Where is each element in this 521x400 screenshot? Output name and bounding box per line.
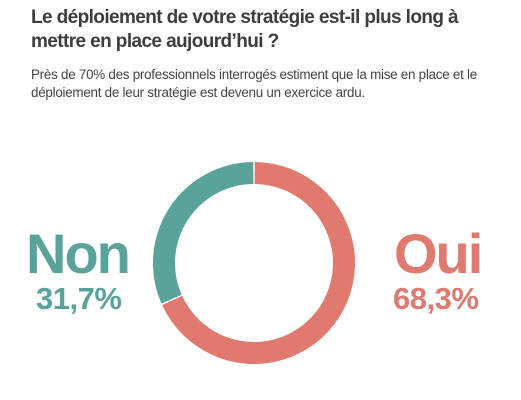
chart-subtitle: Près de 70% des professionnels interrogé… xyxy=(31,67,477,100)
chart-title: Le déploiement de votre stratégie est-il… xyxy=(31,7,459,52)
donut-slices xyxy=(152,162,355,364)
value-label-non: 31,7% xyxy=(36,281,122,316)
category-label-non: Non xyxy=(26,222,131,285)
category-label-oui: Oui xyxy=(394,222,483,285)
donut-slice-non xyxy=(152,162,254,304)
value-label-oui: 68,3% xyxy=(393,281,479,316)
